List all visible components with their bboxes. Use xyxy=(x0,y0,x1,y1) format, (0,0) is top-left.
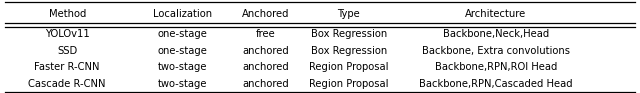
Text: Type: Type xyxy=(337,9,360,19)
Text: two-stage: two-stage xyxy=(157,62,207,72)
Text: Faster R-CNN: Faster R-CNN xyxy=(35,62,100,72)
Text: Region Proposal: Region Proposal xyxy=(309,79,388,89)
Text: anchored: anchored xyxy=(242,79,289,89)
Text: anchored: anchored xyxy=(242,62,289,72)
Text: Architecture: Architecture xyxy=(465,9,527,19)
Text: SSD: SSD xyxy=(57,46,77,56)
Text: YOLOv11: YOLOv11 xyxy=(45,29,90,39)
Text: free: free xyxy=(256,29,275,39)
Text: Method: Method xyxy=(49,9,86,19)
Text: one-stage: one-stage xyxy=(157,29,207,39)
Text: Backbone, Extra convolutions: Backbone, Extra convolutions xyxy=(422,46,570,56)
Text: Localization: Localization xyxy=(153,9,212,19)
Text: anchored: anchored xyxy=(242,46,289,56)
Text: Backbone,Neck,Head: Backbone,Neck,Head xyxy=(443,29,549,39)
Text: Backbone,RPN,ROI Head: Backbone,RPN,ROI Head xyxy=(435,62,557,72)
Text: Cascade R-CNN: Cascade R-CNN xyxy=(28,79,106,89)
Text: two-stage: two-stage xyxy=(157,79,207,89)
Text: Region Proposal: Region Proposal xyxy=(309,62,388,72)
Text: Anchored: Anchored xyxy=(242,9,289,19)
Text: Box Regression: Box Regression xyxy=(310,29,387,39)
Text: Backbone,RPN,Cascaded Head: Backbone,RPN,Cascaded Head xyxy=(419,79,573,89)
Text: one-stage: one-stage xyxy=(157,46,207,56)
Text: Box Regression: Box Regression xyxy=(310,46,387,56)
